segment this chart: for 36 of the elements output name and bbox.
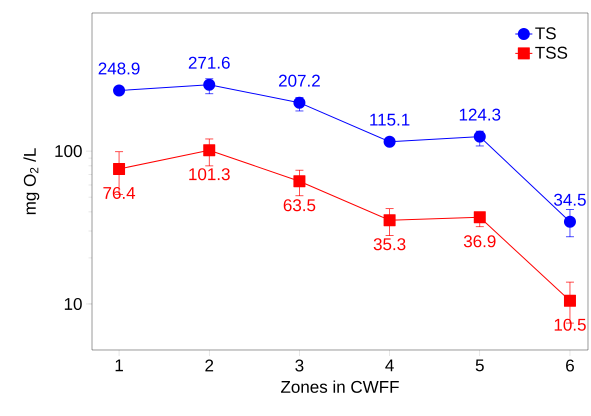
x-tick-label: 3 xyxy=(295,360,304,372)
point xyxy=(203,144,216,156)
x-tick-label: 1 xyxy=(116,360,123,372)
point xyxy=(384,136,396,148)
point xyxy=(293,175,306,188)
data-label: 63.5 xyxy=(284,199,316,212)
data-label: 124.3 xyxy=(460,108,500,121)
y-axis-title: mg O$_{2}$ /L xyxy=(23,148,40,214)
data-label: 248.9 xyxy=(98,62,140,75)
y-tick-label: 10 xyxy=(64,298,82,310)
data-label: 35.3 xyxy=(374,238,406,250)
point xyxy=(203,78,216,91)
point xyxy=(564,216,576,228)
x-tick-label: 2 xyxy=(205,360,214,372)
data-label: 207.2 xyxy=(279,74,320,87)
x-tick-label: 4 xyxy=(385,360,394,372)
data-label: 36.9 xyxy=(464,235,496,248)
point xyxy=(564,294,576,307)
point xyxy=(293,96,306,109)
point xyxy=(113,162,126,175)
legend-label: TSS xyxy=(535,46,568,59)
y-tick-label: 100 xyxy=(55,145,82,158)
data-label: 10.5 xyxy=(554,318,586,331)
data-label: 76.4 xyxy=(103,186,136,199)
data-label: 271.6 xyxy=(188,56,230,69)
x-axis-title: Zones in CWFF xyxy=(281,380,399,393)
point xyxy=(474,211,486,224)
data-label: 34.5 xyxy=(554,194,586,206)
x-tick-label: 6 xyxy=(566,360,574,372)
x-tick-label: 5 xyxy=(476,360,484,372)
data-label: 115.1 xyxy=(370,114,410,126)
point xyxy=(474,130,486,143)
point xyxy=(384,214,396,226)
data-label: 101.3 xyxy=(189,168,230,180)
point xyxy=(113,84,126,97)
legend-label: TS xyxy=(535,27,556,40)
